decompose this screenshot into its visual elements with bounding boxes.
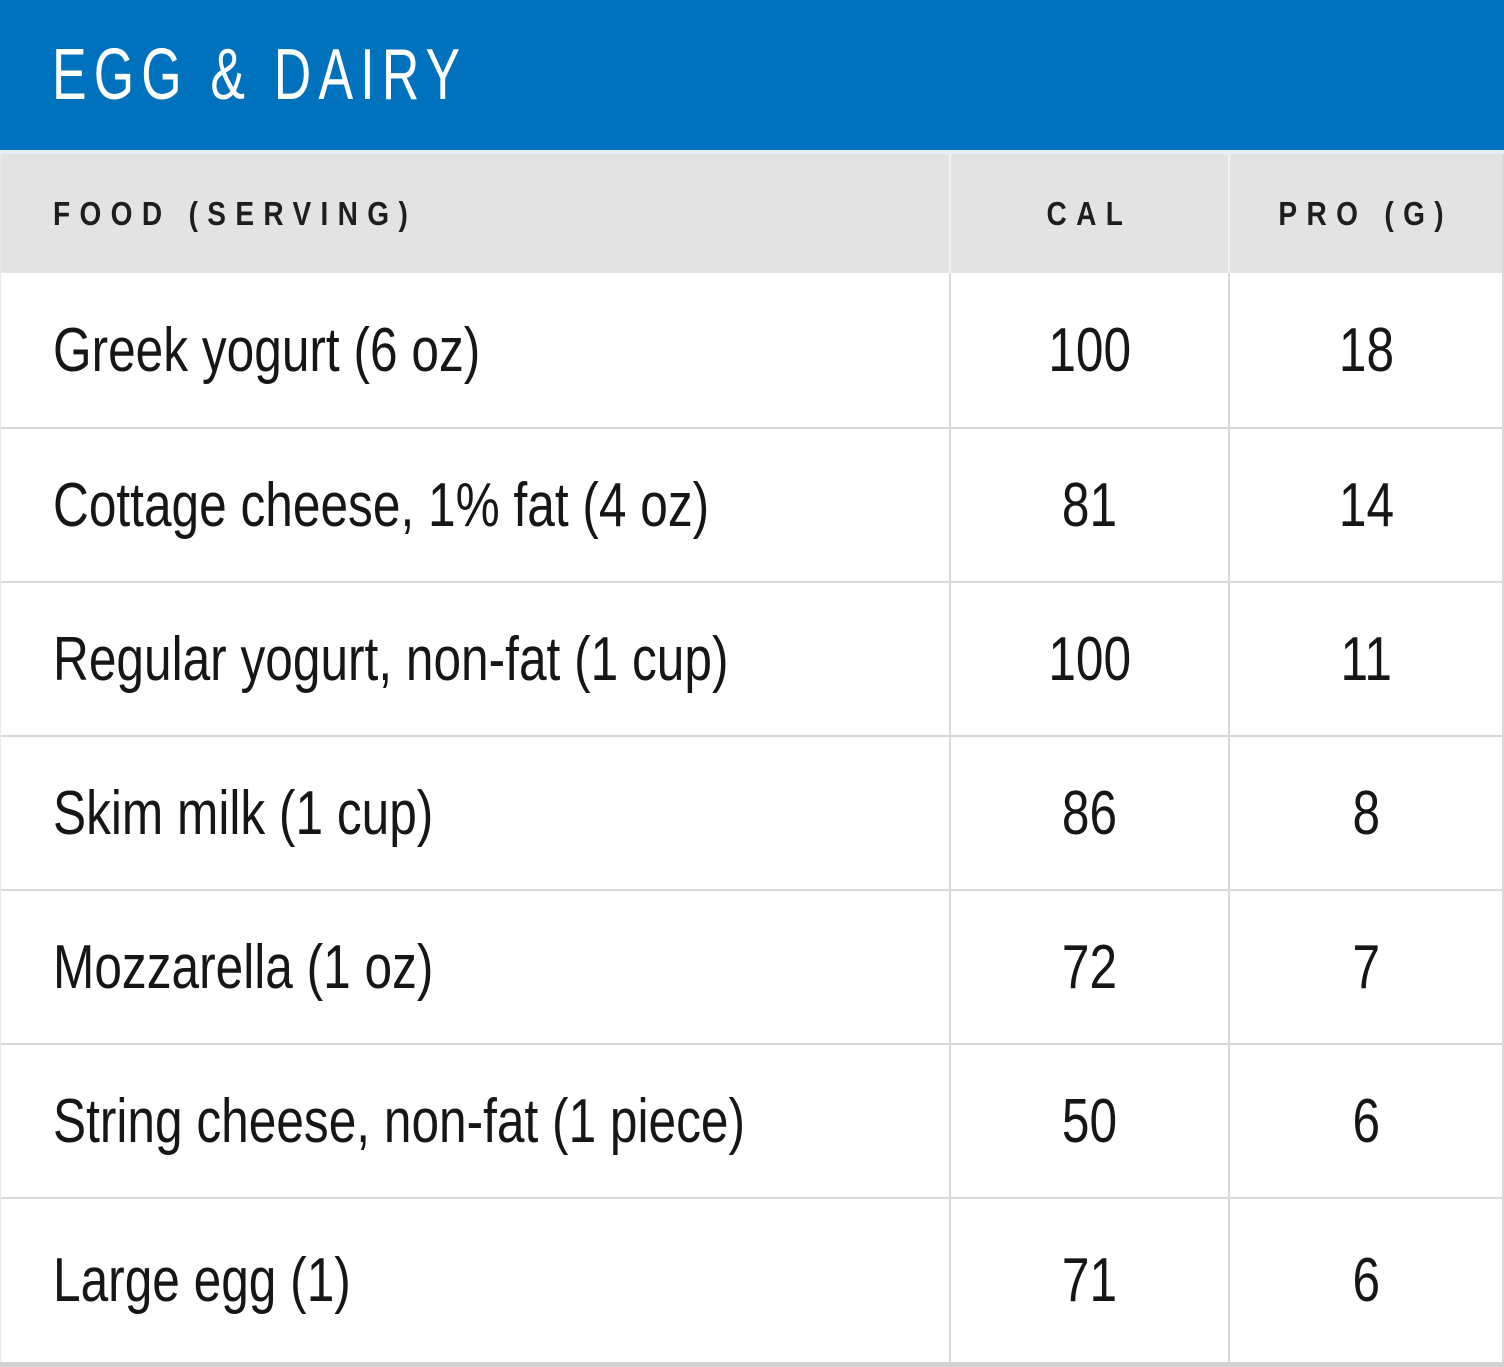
protein-cell: 14 <box>1228 429 1502 581</box>
table-row: Greek yogurt (6 oz) 100 18 <box>1 273 1502 427</box>
food-cell: Regular yogurt, non-fat (1 cup) <box>1 583 949 735</box>
protein-value: 8 <box>1352 778 1380 848</box>
protein-cell: 11 <box>1228 583 1502 735</box>
calories-value: 72 <box>1061 932 1118 1002</box>
protein-cell: 8 <box>1228 737 1502 889</box>
calories-cell: 100 <box>949 273 1228 427</box>
food-cell: Cottage cheese, 1% fat (4 oz) <box>1 429 949 581</box>
food-cell: Skim milk (1 cup) <box>1 737 949 889</box>
column-header-cal: CAL <box>1046 194 1133 232</box>
protein-cell: 7 <box>1228 891 1502 1043</box>
table-body: Greek yogurt (6 oz) 100 18 Cottage chees… <box>1 273 1502 1362</box>
column-header-food: FOOD (SERVING) <box>53 194 418 232</box>
protein-value: 6 <box>1352 1246 1380 1315</box>
food-label: Large egg (1) <box>53 1246 351 1315</box>
bottom-border <box>0 1362 1504 1367</box>
table-row: String cheese, non-fat (1 piece) 50 6 <box>1 1043 1502 1197</box>
table-row: Skim milk (1 cup) 86 8 <box>1 735 1502 889</box>
protein-cell: 6 <box>1228 1045 1502 1197</box>
food-label: Greek yogurt (6 oz) <box>53 315 481 385</box>
nutrition-table: FOOD (SERVING) CAL PRO (G) Greek yogurt … <box>0 154 1504 1362</box>
calories-cell: 72 <box>949 891 1228 1043</box>
section-title: EGG & DAIRY <box>52 35 468 115</box>
table-header-row: FOOD (SERVING) CAL PRO (G) <box>1 154 1502 273</box>
column-header-food-cell: FOOD (SERVING) <box>1 154 949 273</box>
food-cell: Large egg (1) <box>1 1199 949 1362</box>
protein-value: 18 <box>1338 315 1394 385</box>
table-row: Mozzarella (1 oz) 72 7 <box>1 889 1502 1043</box>
food-label: Skim milk (1 cup) <box>53 778 434 848</box>
food-label: Cottage cheese, 1% fat (4 oz) <box>53 470 710 540</box>
column-header-cal-cell: CAL <box>949 154 1228 273</box>
protein-value: 7 <box>1352 932 1380 1002</box>
table-row: Cottage cheese, 1% fat (4 oz) 81 14 <box>1 427 1502 581</box>
calories-value: 50 <box>1061 1086 1118 1156</box>
food-cell: String cheese, non-fat (1 piece) <box>1 1045 949 1197</box>
section-header: EGG & DAIRY <box>0 0 1504 150</box>
header-separator <box>0 150 1504 154</box>
food-label: Mozzarella (1 oz) <box>53 932 434 1002</box>
protein-value: 11 <box>1340 624 1392 694</box>
calories-value: 100 <box>1048 624 1131 694</box>
table-row: Regular yogurt, non-fat (1 cup) 100 11 <box>1 581 1502 735</box>
protein-cell: 6 <box>1228 1199 1502 1362</box>
calories-value: 86 <box>1061 778 1118 848</box>
calories-value: 71 <box>1061 1246 1118 1315</box>
protein-value: 14 <box>1338 470 1394 540</box>
food-cell: Mozzarella (1 oz) <box>1 891 949 1043</box>
food-label: String cheese, non-fat (1 piece) <box>53 1086 746 1156</box>
calories-cell: 81 <box>949 429 1228 581</box>
calories-cell: 86 <box>949 737 1228 889</box>
column-header-pro: PRO (G) <box>1278 194 1454 232</box>
calories-value: 81 <box>1061 470 1118 540</box>
protein-cell: 18 <box>1228 273 1502 427</box>
table-row: Large egg (1) 71 6 <box>1 1197 1502 1362</box>
column-header-pro-cell: PRO (G) <box>1228 154 1502 273</box>
calories-value: 100 <box>1048 315 1131 385</box>
calories-cell: 100 <box>949 583 1228 735</box>
food-cell: Greek yogurt (6 oz) <box>1 273 949 427</box>
calories-cell: 71 <box>949 1199 1228 1362</box>
calories-cell: 50 <box>949 1045 1228 1197</box>
protein-value: 6 <box>1352 1086 1380 1156</box>
food-label: Regular yogurt, non-fat (1 cup) <box>53 624 729 694</box>
